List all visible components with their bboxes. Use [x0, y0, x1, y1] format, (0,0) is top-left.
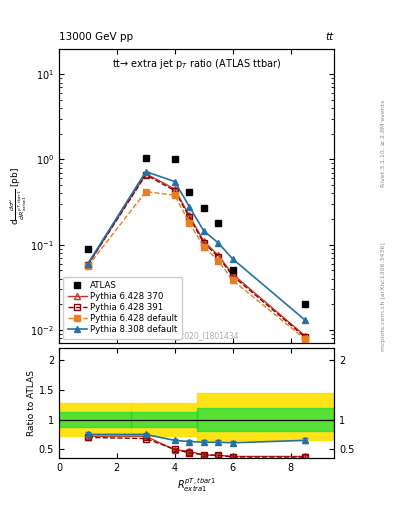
Text: tt→ extra jet p$_T$ ratio (ATLAS ttbar): tt→ extra jet p$_T$ ratio (ATLAS ttbar)	[112, 57, 281, 72]
Pythia 6.428 391	[86, 262, 90, 268]
Pythia 8.308 default	[187, 203, 192, 209]
Pythia 6.428 370	[303, 333, 307, 339]
ATLAS	[216, 220, 220, 226]
Pythia 8.308 default	[303, 317, 307, 323]
Pythia 6.428 391	[230, 273, 235, 279]
Pythia 6.428 370	[86, 262, 90, 268]
Pythia 6.428 391	[303, 334, 307, 340]
ATLAS	[303, 301, 307, 307]
ATLAS	[173, 156, 177, 162]
Text: mcplots.cern.ch [arXiv:1306.3436]: mcplots.cern.ch [arXiv:1306.3436]	[381, 243, 386, 351]
Text: tt: tt	[326, 32, 334, 42]
Pythia 6.428 370	[230, 271, 235, 278]
Pythia 6.428 default	[187, 220, 192, 226]
Pythia 6.428 default	[143, 188, 148, 195]
Pythia 6.428 391	[143, 172, 148, 178]
Pythia 6.428 370	[143, 170, 148, 177]
Pythia 8.308 default	[86, 261, 90, 267]
Line: ATLAS: ATLAS	[84, 154, 309, 308]
Line: Pythia 6.428 391: Pythia 6.428 391	[85, 172, 308, 340]
ATLAS	[187, 188, 192, 195]
Pythia 6.428 370	[187, 212, 192, 219]
ATLAS	[143, 155, 148, 161]
Pythia 6.428 default	[201, 244, 206, 250]
Pythia 6.428 391	[216, 254, 220, 260]
Text: ATLAS_2020_I1801434: ATLAS_2020_I1801434	[153, 331, 240, 340]
Text: 13000 GeV pp: 13000 GeV pp	[59, 32, 133, 42]
Pythia 8.308 default	[143, 168, 148, 175]
Text: Rivet 3.1.10, ≥ 2.8M events: Rivet 3.1.10, ≥ 2.8M events	[381, 100, 386, 187]
Pythia 6.428 391	[173, 187, 177, 194]
Line: Pythia 8.308 default: Pythia 8.308 default	[85, 168, 308, 323]
Pythia 6.428 391	[201, 240, 206, 246]
Pythia 6.428 default	[230, 278, 235, 284]
Pythia 6.428 default	[216, 258, 220, 264]
Legend: ATLAS, Pythia 6.428 370, Pythia 6.428 391, Pythia 6.428 default, Pythia 8.308 de: ATLAS, Pythia 6.428 370, Pythia 6.428 39…	[63, 276, 182, 339]
Pythia 6.428 370	[216, 252, 220, 259]
X-axis label: $R^{pT,tbar1}_{extra1}$: $R^{pT,tbar1}_{extra1}$	[177, 476, 216, 494]
Pythia 6.428 default	[173, 192, 177, 198]
Line: Pythia 6.428 370: Pythia 6.428 370	[85, 170, 308, 339]
ATLAS	[201, 205, 206, 211]
Pythia 8.308 default	[230, 256, 235, 262]
Line: Pythia 6.428 default: Pythia 6.428 default	[85, 188, 308, 342]
Pythia 8.308 default	[173, 179, 177, 185]
Y-axis label: d$\frac{d\sigma^u}{dR_{extra1}^{pT,tbar1}}$ [pb]: d$\frac{d\sigma^u}{dR_{extra1}^{pT,tbar1…	[9, 167, 29, 225]
Pythia 8.308 default	[201, 228, 206, 234]
ATLAS	[230, 267, 235, 273]
Pythia 6.428 default	[303, 336, 307, 342]
Pythia 6.428 370	[173, 186, 177, 192]
Pythia 6.428 391	[187, 214, 192, 220]
Pythia 8.308 default	[216, 240, 220, 246]
Y-axis label: Ratio to ATLAS: Ratio to ATLAS	[27, 370, 36, 436]
ATLAS	[86, 245, 90, 251]
Pythia 6.428 370	[201, 238, 206, 244]
Pythia 6.428 default	[86, 263, 90, 269]
